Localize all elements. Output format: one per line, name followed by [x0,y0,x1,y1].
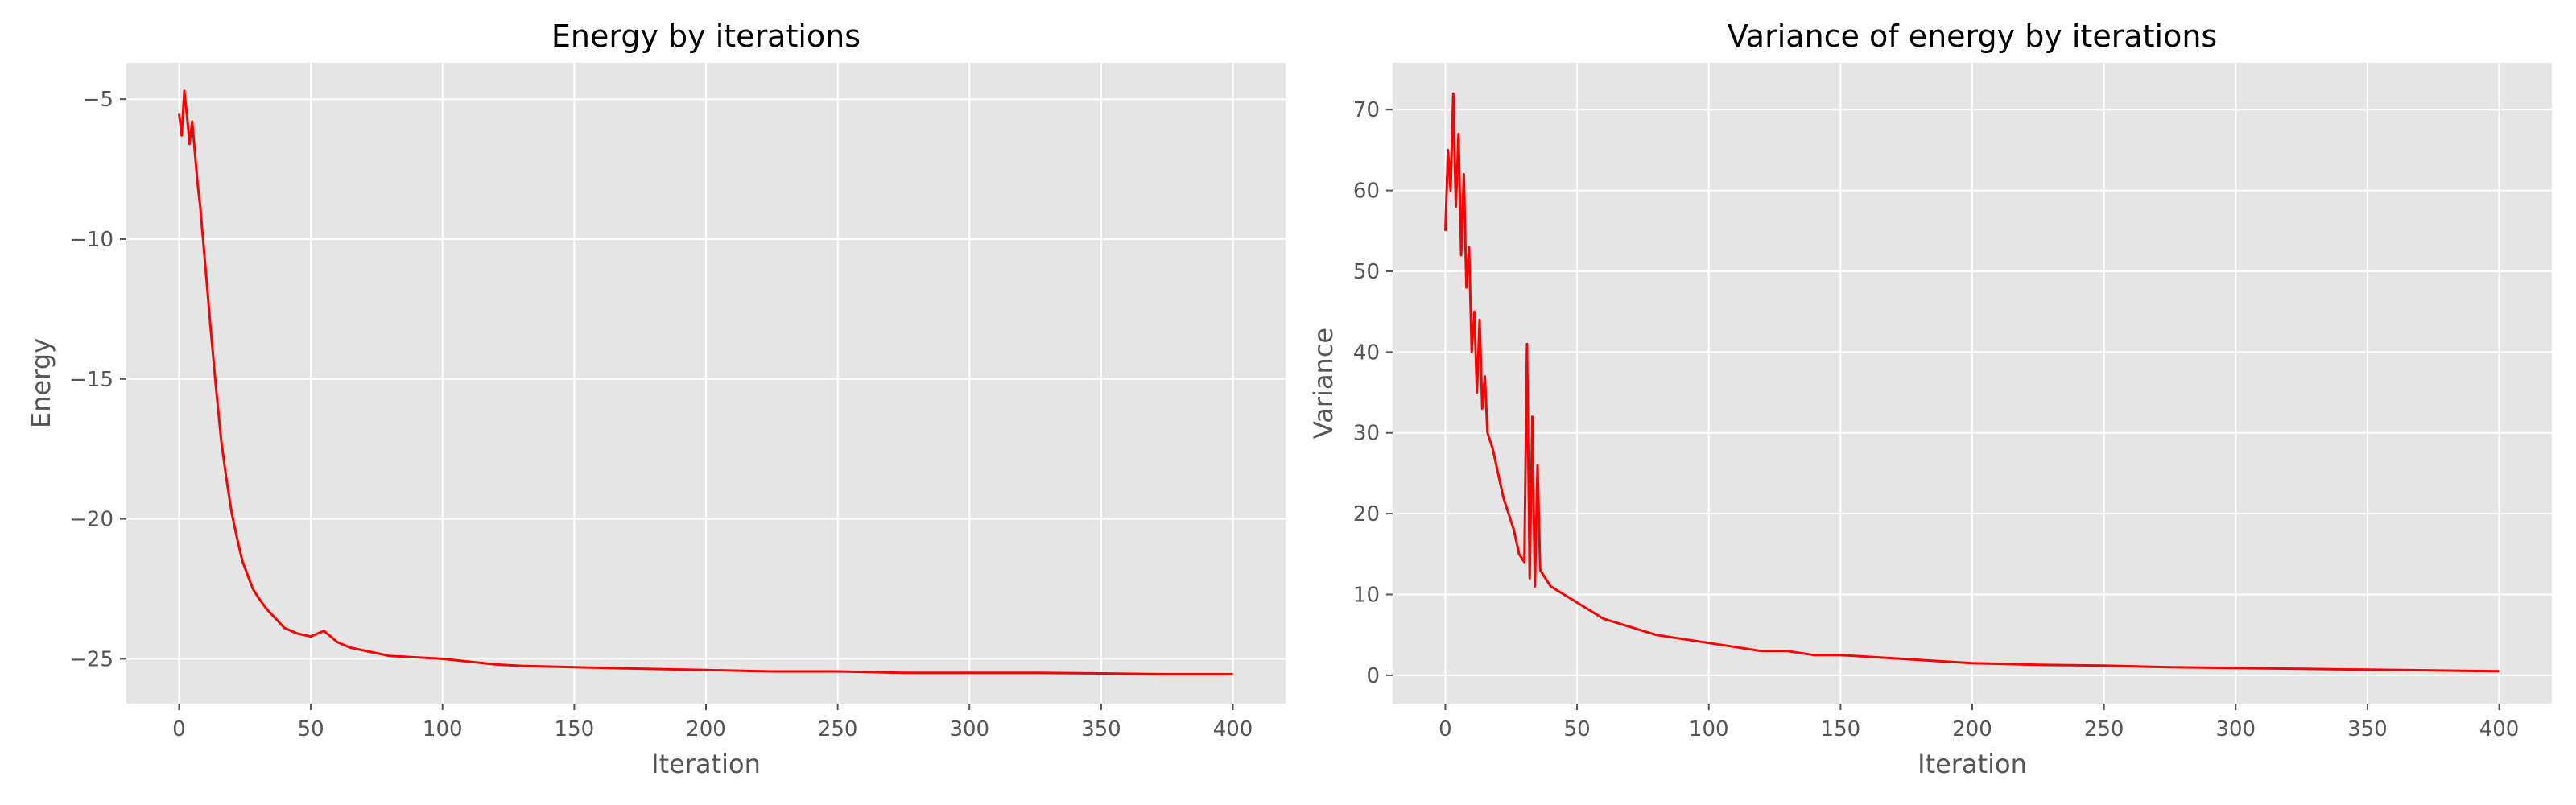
variance-chart: 0 50 100 150 200 250 300 350 400 0 10 20 30 40 50 60 70… [1308,19,2552,779]
energy-y-tick-label: −25 [69,647,114,671]
variance-x-tick-label: 300 [2215,717,2256,741]
variance-x-tick-label: 150 [1821,717,1861,741]
variance-y-tick-label: 20 [1353,502,1380,526]
energy-x-tick-label: 200 [686,717,726,741]
energy-x-tick-label: 350 [1081,717,1121,741]
variance-y-tick-label: 30 [1353,422,1380,446]
variance-x-tick-label: 400 [2479,717,2520,741]
energy-y-tick-label: −10 [69,228,114,252]
variance-x-tick-label: 0 [1439,717,1452,741]
variance-y-tick-label: 60 [1353,180,1380,204]
energy-series-line-0 [178,89,1233,675]
energy-y-tick-label: −15 [69,368,114,392]
energy-chart-title: Energy by iterations [551,19,861,54]
variance-series-layer [1444,92,2500,673]
energy-grid [126,63,1286,704]
variance-x-tick-label: 250 [2084,717,2124,741]
variance-y-tick-label: 40 [1353,341,1380,365]
variance-chart-title: Variance of energy by iterations [1728,19,2217,54]
energy-x-tick-label: 400 [1213,717,1253,741]
energy-y-tick-label: −5 [83,88,114,112]
variance-x-tick-label: 100 [1689,717,1729,741]
variance-y-axis-label: Variance [1308,328,1339,439]
variance-x-ticks: 0 50 100 150 200 250 300 350 400 [1439,704,2519,741]
variance-x-tick-label: 50 [1564,717,1591,741]
variance-series-line-0 [1444,92,2500,673]
variance-x-tick-label: 200 [1952,717,1992,741]
variance-x-tick-label: 350 [2347,717,2388,741]
energy-x-ticks: 0 50 100 150 200 250 300 350 400 [172,704,1253,741]
energy-y-tick-label: −20 [69,508,114,532]
energy-x-axis-label: Iteration [651,749,761,779]
variance-y-tick-label: 0 [1366,664,1380,688]
variance-x-axis-label: Iteration [1918,749,2027,779]
variance-y-tick-label: 10 [1353,583,1380,607]
energy-series-layer [178,89,1233,675]
energy-y-axis-label: Energy [26,338,56,428]
energy-x-tick-label: 300 [949,717,989,741]
energy-x-tick-label: 150 [555,717,595,741]
energy-x-tick-label: 0 [172,717,186,741]
energy-y-ticks: −5 −10 −15 −20 −25 [69,88,126,671]
energy-x-tick-label: 50 [298,717,324,741]
variance-y-ticks: 0 10 20 30 40 50 60 70 [1353,98,1393,688]
energy-x-tick-label: 250 [818,717,858,741]
variance-grid [1393,63,2552,704]
energy-chart: 0 50 100 150 200 250 300 350 400 −5−10−15−20−25 … [26,19,1286,779]
variance-y-tick-label: 70 [1353,98,1380,122]
variance-y-tick-label: 50 [1353,260,1380,284]
energy-x-tick-label: 100 [423,717,463,741]
